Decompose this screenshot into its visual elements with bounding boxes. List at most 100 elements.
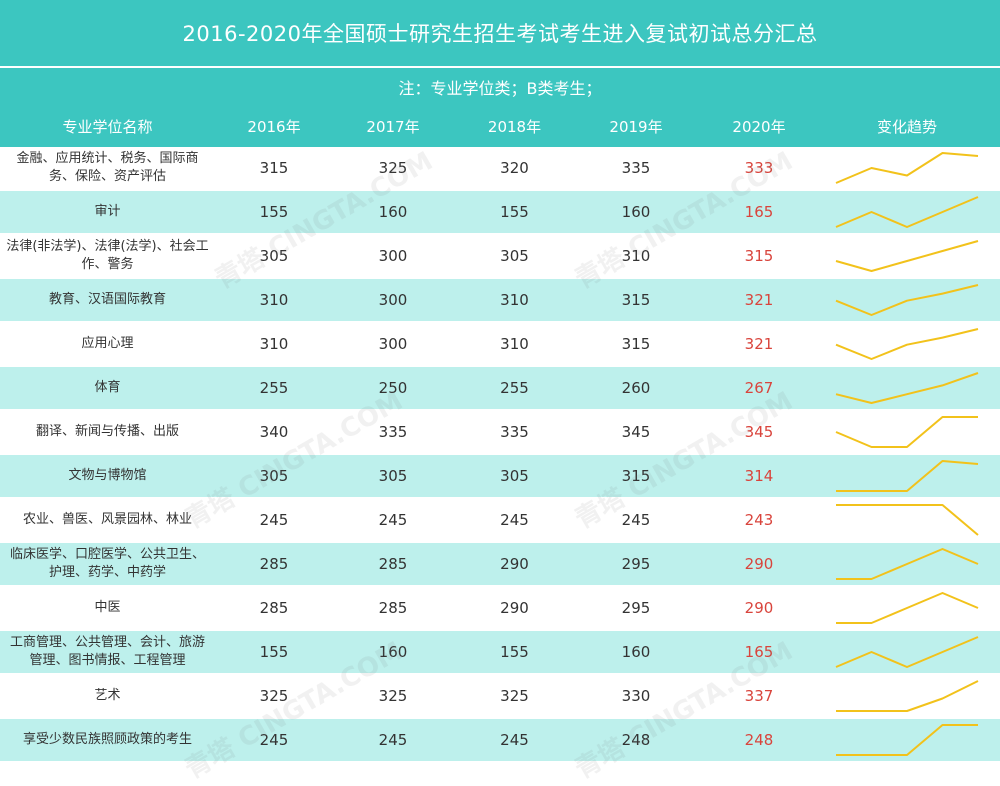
trend-line bbox=[836, 504, 979, 536]
row-value-2019: 315 bbox=[621, 467, 651, 485]
row-value-2016: 315 bbox=[259, 159, 289, 177]
table-row: 教育、汉语国际教育 310 300 310 315 321 bbox=[0, 279, 1000, 321]
header-2020: 2020年 bbox=[732, 118, 786, 136]
trend-sparkline bbox=[836, 548, 979, 580]
row-name: 体育 bbox=[94, 380, 121, 395]
row-name: 法律(非法学)、法律(法学)、社会工作、警务 bbox=[6, 239, 209, 272]
row-value-2019: 295 bbox=[621, 555, 651, 573]
row-separator bbox=[0, 629, 1000, 631]
row-value-2018: 310 bbox=[500, 335, 529, 353]
trend-sparkline bbox=[835, 240, 979, 272]
row-value-2016: 310 bbox=[259, 291, 289, 309]
row-value-2020: 290 bbox=[744, 555, 774, 573]
trend-line bbox=[835, 240, 979, 272]
trend-line bbox=[835, 328, 979, 360]
table-row: 文物与博物馆 305 305 305 315 314 bbox=[0, 455, 1000, 497]
trend-line bbox=[835, 636, 979, 668]
row-value-2020: 337 bbox=[744, 687, 774, 705]
row-value-2019: 335 bbox=[621, 159, 651, 177]
header-trend: 变化趋势 bbox=[876, 118, 937, 136]
table-row: 工商管理、公共管理、会计、旅游管理、图书情报、工程管理 155 160 155 160 1… bbox=[0, 631, 1000, 673]
row-value-2019: 160 bbox=[621, 203, 651, 221]
row-value-2018: 325 bbox=[500, 687, 529, 705]
trend-sparkline bbox=[835, 636, 979, 668]
row-value-2020: 165 bbox=[744, 643, 774, 661]
row-value-2020: 333 bbox=[744, 159, 774, 177]
trend-sparkline bbox=[835, 416, 978, 448]
row-name: 临床医学、口腔医学、公共卫生、护理、药学、中药学 bbox=[9, 547, 205, 580]
row-value-2017: 160 bbox=[378, 643, 408, 661]
row-value-2018: 290 bbox=[500, 599, 529, 617]
page-title: 2016-2020年全国硕士研究生招生考试考生进入复试初试总分汇总 bbox=[0, 0, 1000, 66]
row-value-2018: 245 bbox=[500, 511, 529, 529]
table-row: 应用心理 310 300 310 315 321 bbox=[0, 323, 1000, 365]
row-value-2019: 245 bbox=[621, 511, 651, 529]
row-value-2016: 245 bbox=[259, 731, 289, 749]
row-separator bbox=[0, 541, 1000, 543]
row-value-2020: 165 bbox=[744, 203, 774, 221]
row-value-2019: 330 bbox=[621, 687, 651, 705]
row-value-2016: 325 bbox=[259, 687, 289, 705]
row-value-2020: 315 bbox=[744, 247, 774, 265]
trend-line bbox=[836, 460, 979, 492]
row-value-2017: 325 bbox=[378, 687, 408, 705]
row-value-2018: 305 bbox=[500, 467, 529, 485]
table-header: 专业学位名称 2016年 2017年 2018年 2019年 2020年 变化趋… bbox=[0, 106, 1000, 147]
row-value-2020: 314 bbox=[744, 467, 774, 485]
row-separator bbox=[0, 497, 1000, 499]
row-separator bbox=[0, 189, 1000, 191]
row-name: 翻译、新闻与传播、出版 bbox=[35, 424, 179, 439]
trend-line bbox=[835, 196, 979, 228]
row-value-2017: 335 bbox=[378, 423, 408, 441]
row-separator bbox=[0, 673, 1000, 675]
row-value-2016: 305 bbox=[259, 247, 289, 265]
row-value-2017: 245 bbox=[378, 731, 408, 749]
row-value-2017: 285 bbox=[378, 555, 408, 573]
row-value-2019: 315 bbox=[621, 291, 651, 309]
row-value-2017: 305 bbox=[378, 467, 408, 485]
row-value-2020: 321 bbox=[744, 335, 774, 353]
table-row: 金融、应用统计、税务、国际商务、保险、资产评估 315 325 320 335 333 bbox=[0, 147, 1000, 189]
trend-line bbox=[835, 372, 979, 404]
row-separator bbox=[0, 453, 1000, 455]
row-value-2016: 285 bbox=[259, 555, 289, 573]
trend-sparkline bbox=[836, 680, 979, 712]
header-name: 专业学位名称 bbox=[62, 118, 153, 136]
row-name: 应用心理 bbox=[81, 336, 134, 351]
header-2018: 2018年 bbox=[487, 118, 542, 136]
table-row: 法律(非法学)、法律(法学)、社会工作、警务 305 300 305 310 315 bbox=[0, 235, 1000, 277]
row-value-2017: 300 bbox=[378, 247, 408, 265]
row-value-2018: 335 bbox=[500, 423, 529, 441]
row-value-2018: 155 bbox=[500, 643, 529, 661]
header-2019: 2019年 bbox=[609, 118, 663, 136]
row-value-2019: 345 bbox=[621, 423, 651, 441]
trend-line bbox=[835, 416, 978, 448]
row-value-2017: 300 bbox=[378, 335, 408, 353]
trend-line bbox=[836, 680, 979, 712]
row-value-2017: 245 bbox=[378, 511, 408, 529]
row-value-2020: 290 bbox=[744, 599, 774, 617]
row-separator bbox=[0, 365, 1000, 367]
row-separator bbox=[0, 277, 1000, 279]
row-value-2018: 320 bbox=[500, 159, 529, 177]
trend-line bbox=[836, 592, 979, 624]
table-row: 农业、兽医、风景园林、林业 245 245 245 245 243 bbox=[0, 499, 1000, 541]
trend-line bbox=[836, 548, 979, 580]
note-text: 注：专业学位类；B类考生； bbox=[398, 79, 602, 98]
trend-line bbox=[835, 284, 979, 316]
row-value-2020: 267 bbox=[744, 379, 774, 397]
row-name: 文物与博物馆 bbox=[68, 468, 147, 483]
trend-sparkline bbox=[835, 196, 979, 228]
row-separator bbox=[0, 761, 1000, 763]
row-name: 艺术 bbox=[94, 688, 121, 703]
table-row: 艺术 325 325 325 330 337 bbox=[0, 675, 1000, 717]
row-value-2016: 155 bbox=[259, 203, 289, 221]
row-value-2020: 345 bbox=[744, 423, 774, 441]
table-row: 体育 255 250 255 260 267 bbox=[0, 367, 1000, 409]
row-separator bbox=[0, 585, 1000, 587]
row-value-2018: 255 bbox=[500, 379, 529, 397]
trend-sparkline bbox=[836, 460, 979, 492]
trend-sparkline bbox=[836, 592, 979, 624]
row-value-2018: 155 bbox=[500, 203, 529, 221]
row-separator bbox=[0, 233, 1000, 235]
